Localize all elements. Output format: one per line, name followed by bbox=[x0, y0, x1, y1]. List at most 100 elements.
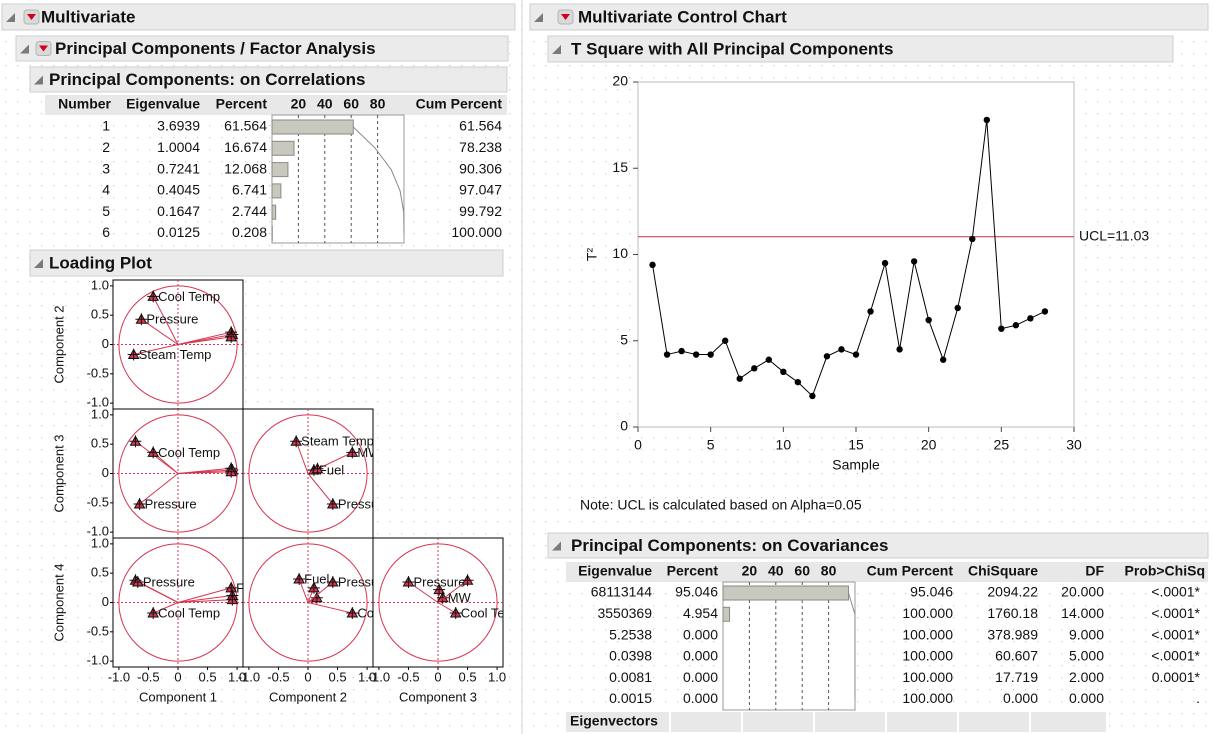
table-cell: 5.2538 bbox=[609, 626, 652, 642]
disclosure-icon[interactable] bbox=[34, 75, 43, 85]
table-cell: 100.000 bbox=[902, 690, 953, 706]
table-cell: 0.000 bbox=[1069, 690, 1104, 706]
y-tick-label: 1.0 bbox=[91, 277, 109, 292]
table-cell: <.0001* bbox=[1151, 626, 1200, 642]
loading-ray bbox=[307, 602, 353, 614]
disclosure-icon[interactable] bbox=[6, 13, 15, 22]
disclosure-icon[interactable] bbox=[34, 259, 43, 268]
column-header: Percent bbox=[216, 96, 268, 112]
t-square-point bbox=[1041, 308, 1049, 315]
column-header: DF bbox=[1085, 563, 1104, 579]
loading-ray bbox=[152, 602, 179, 614]
table-cell: 100.000 bbox=[902, 605, 953, 621]
table-cell: 0.7241 bbox=[157, 160, 200, 176]
loading-ray bbox=[141, 318, 179, 345]
table-cell: 0.4045 bbox=[157, 182, 200, 198]
loading-label: Steam Temp bbox=[139, 347, 212, 362]
column-header: Eigenvalue bbox=[126, 96, 200, 112]
header-title[interactable]: Multivariate bbox=[41, 7, 135, 26]
t-square-point bbox=[780, 368, 787, 375]
outline-header bbox=[29, 66, 508, 93]
disclosure-icon[interactable] bbox=[552, 541, 561, 551]
loading-label: Cool Temp bbox=[158, 445, 220, 460]
loading-ray bbox=[139, 473, 179, 505]
header-title[interactable]: Principal Components: on Correlations bbox=[49, 70, 365, 89]
table-cell: 0.000 bbox=[683, 669, 718, 685]
table-cell: 90.306 bbox=[459, 160, 502, 176]
loading-point bbox=[129, 435, 142, 448]
header-title[interactable]: Loading Plot bbox=[49, 253, 152, 272]
loading-ray bbox=[307, 473, 334, 505]
header-title[interactable]: Multivariate Control Chart bbox=[578, 7, 787, 26]
table-cell: 0.000 bbox=[683, 690, 718, 706]
table-cell: 1760.18 bbox=[987, 605, 1038, 621]
x-tick-label: -0.5 bbox=[397, 669, 419, 684]
loading-label: Fuel bbox=[319, 462, 344, 477]
table-cell: 0.000 bbox=[683, 626, 718, 642]
table-cell: 1.0004 bbox=[157, 139, 200, 155]
header-title[interactable]: Principal Components / Factor Analysis bbox=[55, 39, 376, 58]
table-cell: <.0001* bbox=[1151, 605, 1200, 621]
t-square-point bbox=[823, 353, 831, 360]
table-cell: 5.000 bbox=[1069, 648, 1104, 664]
table-cell: 95.046 bbox=[675, 584, 718, 600]
plot-area bbox=[637, 81, 1075, 428]
header-title[interactable]: Principal Components: on Covariances bbox=[571, 536, 888, 555]
table-cell: 100.000 bbox=[902, 648, 953, 664]
red-triangle bbox=[39, 45, 48, 52]
x-tick-label: -1.0 bbox=[108, 669, 130, 684]
loading-ray bbox=[177, 594, 233, 603]
y-tick-label: 0 bbox=[620, 418, 628, 434]
table-cell: 2.744 bbox=[232, 203, 267, 219]
outline-header bbox=[1, 3, 516, 31]
y-tick-label: -0.5 bbox=[87, 365, 109, 380]
loading-ray bbox=[177, 599, 233, 603]
eigenvectors-row bbox=[566, 712, 1106, 732]
bar-tick-label: 60 bbox=[794, 563, 810, 579]
loading-point bbox=[147, 290, 160, 303]
x-axis-label: Component 1 bbox=[139, 689, 217, 704]
table-cell: 0.0125 bbox=[157, 224, 200, 240]
loading-point bbox=[135, 313, 148, 326]
loading-ray bbox=[295, 441, 309, 474]
header-title[interactable]: T Square with All Principal Components bbox=[571, 39, 893, 58]
y-tick-label: -1.0 bbox=[87, 524, 109, 539]
table-cell: 100.000 bbox=[451, 224, 502, 240]
table-cell: 2.000 bbox=[1069, 669, 1104, 685]
loading-point bbox=[225, 330, 238, 343]
table-cell: 1 bbox=[102, 118, 110, 134]
chart-note: Note: UCL is calculated based on Alpha=0… bbox=[580, 497, 862, 513]
loading-point bbox=[326, 575, 339, 588]
disclosure-icon[interactable] bbox=[534, 13, 543, 22]
y-tick-label: 0.5 bbox=[91, 565, 109, 580]
loading-panel-content: Pressure Cool Temp Fuel bbox=[113, 538, 261, 667]
table-cell: 78.238 bbox=[459, 139, 502, 155]
loading-ray bbox=[152, 296, 179, 345]
t-square-point bbox=[663, 351, 671, 358]
x-axis-label: Component 2 bbox=[269, 689, 347, 704]
percent-bar bbox=[271, 140, 295, 156]
loading-label: Cool Temp bbox=[357, 605, 419, 620]
x-tick-label: 25 bbox=[994, 437, 1010, 453]
disclosure-icon[interactable] bbox=[20, 44, 29, 54]
loading-label: MW bbox=[448, 590, 472, 605]
bar-tick-label: 60 bbox=[343, 96, 359, 112]
loading-point bbox=[225, 465, 238, 478]
y-tick-label: 10 bbox=[612, 245, 628, 261]
outline-header bbox=[29, 249, 504, 277]
loading-label: Pressure bbox=[146, 312, 198, 327]
x-tick-label: 30 bbox=[1066, 437, 1082, 453]
t-square-point bbox=[1027, 315, 1034, 322]
y-tick-label: 0.5 bbox=[91, 307, 109, 322]
bar-tick-label: 80 bbox=[821, 563, 837, 579]
t-square-line bbox=[652, 119, 1046, 397]
t-square-point bbox=[983, 116, 990, 124]
outline-header bbox=[529, 3, 1209, 31]
t-square-point bbox=[736, 375, 743, 382]
t-square-point bbox=[692, 351, 700, 358]
x-tick-label: 1.0 bbox=[228, 669, 246, 684]
loading-label: Fuel bbox=[236, 580, 261, 595]
cumulative-curve bbox=[352, 126, 405, 234]
disclosure-icon[interactable] bbox=[552, 45, 561, 54]
